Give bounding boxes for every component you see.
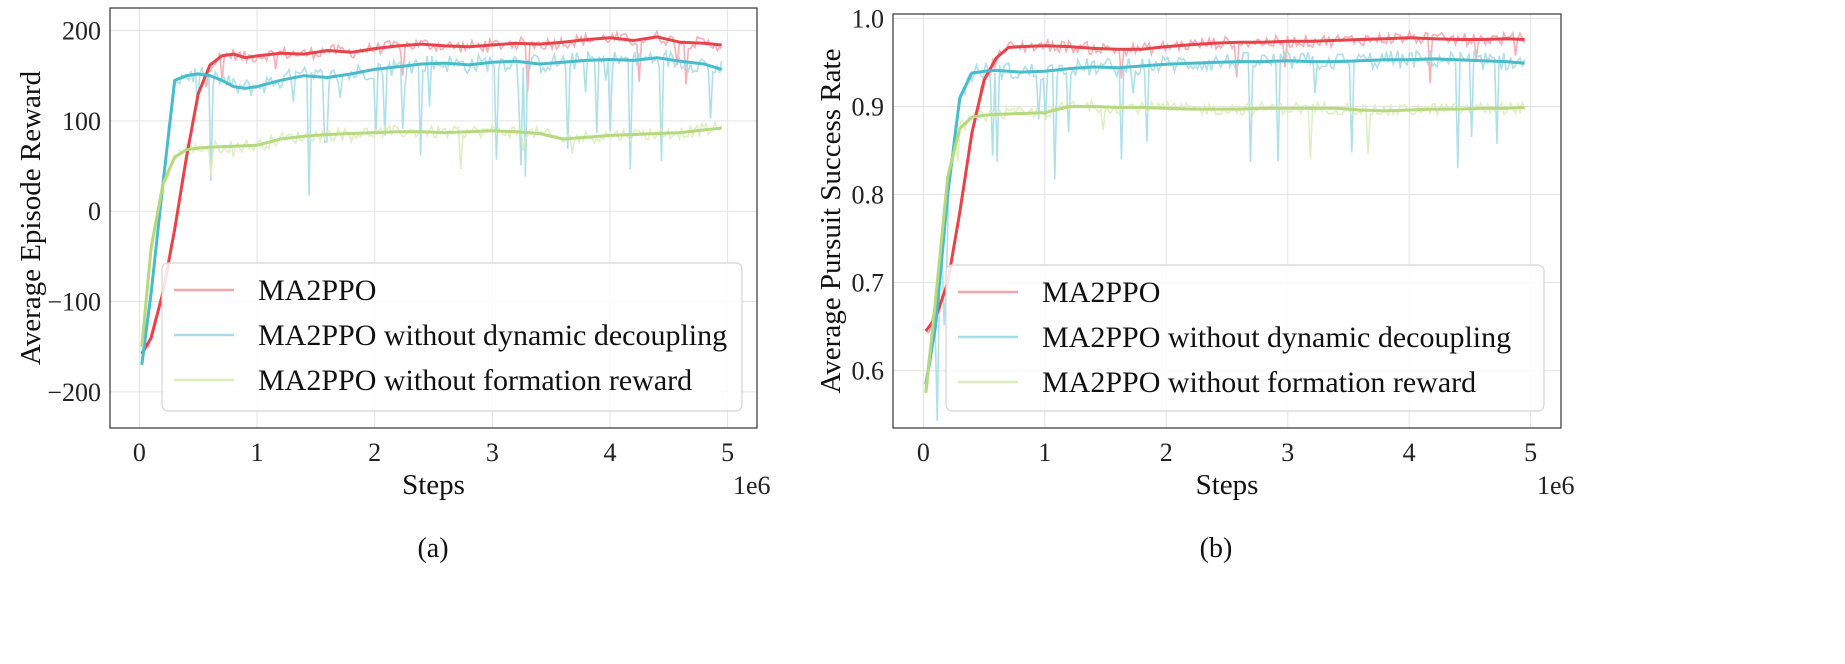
smoothed-series-layer: [140, 35, 723, 365]
series-line: [140, 35, 722, 355]
x-axis-label: Steps: [1196, 469, 1259, 501]
x-tick-label: 2: [368, 438, 381, 467]
y-axis-label: Average Pursuit Success Rate: [815, 49, 847, 394]
x-tick-label: 5: [721, 438, 734, 467]
legend-label-no-formation: MA2PPO without formation reward: [258, 364, 692, 397]
x-tick-label: 3: [1281, 438, 1294, 467]
y-tick-label: 1.0: [852, 4, 885, 33]
y-tick-label: 0.6: [852, 357, 885, 386]
legend-label-ma2ppo: MA2PPO: [258, 274, 376, 307]
y-tick-label: 0.9: [852, 92, 885, 121]
raw-series-line: [925, 29, 1526, 335]
x-tick-label: 1: [251, 438, 264, 467]
y-tick-label: −100: [47, 288, 101, 317]
plot-frame: [109, 7, 758, 429]
x-scale-label: 1e6: [733, 471, 771, 500]
x-scale-label: 1e6: [1537, 471, 1575, 500]
x-tick-label: 2: [1160, 438, 1173, 467]
y-axis-label: Average Episode Reward: [15, 70, 47, 365]
y-tick-label: 0.7: [852, 269, 885, 298]
series-line: [924, 57, 1525, 385]
x-tick-label: 3: [486, 438, 499, 467]
y-tick-label: 0.8: [852, 181, 885, 210]
x-tick-labels: 0 1 2 3 4 5: [917, 438, 1537, 467]
x-tick-label: 0: [133, 438, 146, 467]
panel-b: 0 1 2 3 4 5 0.6 0.7 0.8 0.9 1.0 Steps Average Pur…: [815, 4, 1574, 564]
y-tick-label: 0: [88, 197, 101, 226]
legend-box: [945, 264, 1545, 412]
legend: MA2PPO MA2PPO without dynamic decoupling…: [945, 264, 1545, 412]
legend-box: [161, 262, 743, 412]
x-tick-label: 4: [1403, 438, 1416, 467]
legend-label-no-decoupling: MA2PPO without dynamic decoupling: [258, 319, 727, 352]
x-axis-label: Steps: [402, 469, 465, 501]
x-tick-label: 0: [917, 438, 930, 467]
x-tick-labels: 0 1 2 3 4 5: [133, 438, 734, 467]
series-line: [924, 36, 1525, 332]
plot-frame: [892, 13, 1562, 429]
legend-label-no-formation: MA2PPO without formation reward: [1042, 366, 1476, 399]
raw-series-line: [141, 29, 723, 353]
y-tick-label: 100: [62, 107, 101, 136]
panel-caption: (b): [1200, 533, 1233, 564]
legend-label-no-decoupling: MA2PPO without dynamic decoupling: [1042, 321, 1511, 354]
legend-label-ma2ppo: MA2PPO: [1042, 276, 1160, 309]
series-line: [140, 56, 723, 365]
smoothed-series-layer: [924, 36, 1525, 393]
series-line: [140, 126, 722, 347]
y-tick-label: −200: [47, 378, 101, 407]
y-tick-labels: −200 −100 0 100 200: [47, 17, 101, 407]
x-tick-label: 1: [1038, 438, 1051, 467]
panel-caption: (a): [417, 533, 448, 564]
y-tick-label: 200: [62, 17, 101, 46]
x-tick-label: 4: [603, 438, 616, 467]
x-tick-label: 5: [1524, 438, 1537, 467]
series-line: [924, 105, 1525, 393]
legend: MA2PPO MA2PPO without dynamic decoupling…: [161, 262, 743, 412]
raw-series-line: [141, 48, 723, 364]
panel-a: 0 1 2 3 4 5 −200 −100 0 100 200 Steps Average Epi…: [15, 7, 771, 564]
y-tick-labels: 0.6 0.7 0.8 0.9 1.0: [852, 4, 885, 385]
